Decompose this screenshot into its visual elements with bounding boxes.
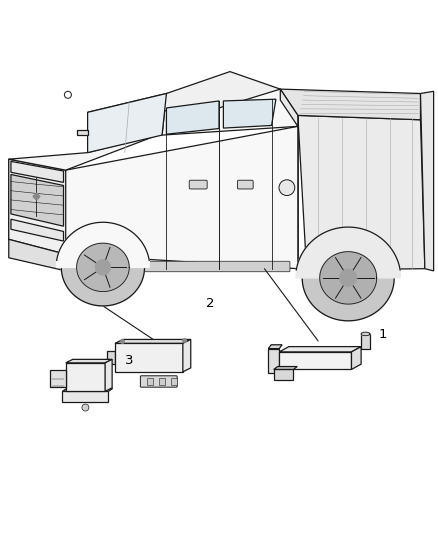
- Polygon shape: [361, 332, 370, 336]
- Polygon shape: [361, 334, 370, 349]
- Polygon shape: [63, 389, 113, 391]
- Polygon shape: [274, 367, 297, 369]
- Polygon shape: [107, 351, 115, 364]
- Polygon shape: [268, 345, 282, 349]
- Polygon shape: [11, 174, 64, 226]
- Polygon shape: [115, 343, 183, 372]
- Polygon shape: [88, 93, 166, 152]
- Polygon shape: [61, 229, 145, 306]
- FancyBboxPatch shape: [140, 376, 177, 387]
- Polygon shape: [223, 99, 276, 128]
- Polygon shape: [183, 340, 191, 372]
- Polygon shape: [11, 161, 64, 182]
- Polygon shape: [57, 222, 149, 268]
- Polygon shape: [274, 369, 293, 381]
- Polygon shape: [105, 359, 112, 391]
- Circle shape: [64, 91, 71, 98]
- Polygon shape: [298, 115, 425, 270]
- Text: 3: 3: [125, 354, 134, 367]
- FancyBboxPatch shape: [67, 261, 290, 272]
- Bar: [171, 378, 177, 385]
- Polygon shape: [9, 159, 66, 254]
- Polygon shape: [77, 130, 88, 135]
- Polygon shape: [280, 89, 298, 126]
- Polygon shape: [351, 346, 361, 369]
- Polygon shape: [279, 352, 351, 369]
- Polygon shape: [280, 89, 420, 120]
- Circle shape: [339, 269, 357, 287]
- Circle shape: [279, 180, 295, 196]
- Polygon shape: [63, 391, 109, 402]
- Polygon shape: [162, 89, 298, 135]
- Polygon shape: [268, 349, 279, 373]
- Polygon shape: [9, 135, 158, 170]
- Polygon shape: [320, 252, 377, 304]
- Polygon shape: [296, 227, 400, 278]
- Bar: [146, 378, 153, 385]
- Polygon shape: [420, 91, 434, 271]
- Polygon shape: [302, 235, 394, 321]
- Bar: [159, 378, 165, 385]
- Polygon shape: [9, 126, 298, 269]
- Circle shape: [82, 404, 89, 411]
- Polygon shape: [9, 239, 66, 271]
- Polygon shape: [50, 369, 66, 387]
- Polygon shape: [279, 346, 361, 352]
- Text: 1: 1: [379, 328, 388, 341]
- Circle shape: [95, 260, 111, 275]
- Polygon shape: [66, 363, 105, 391]
- Polygon shape: [11, 219, 64, 241]
- Polygon shape: [66, 359, 112, 363]
- Polygon shape: [115, 340, 191, 343]
- FancyBboxPatch shape: [237, 180, 253, 189]
- Text: 2: 2: [206, 297, 215, 310]
- Polygon shape: [77, 243, 129, 292]
- FancyBboxPatch shape: [189, 180, 207, 189]
- Polygon shape: [166, 101, 219, 134]
- Polygon shape: [88, 71, 280, 112]
